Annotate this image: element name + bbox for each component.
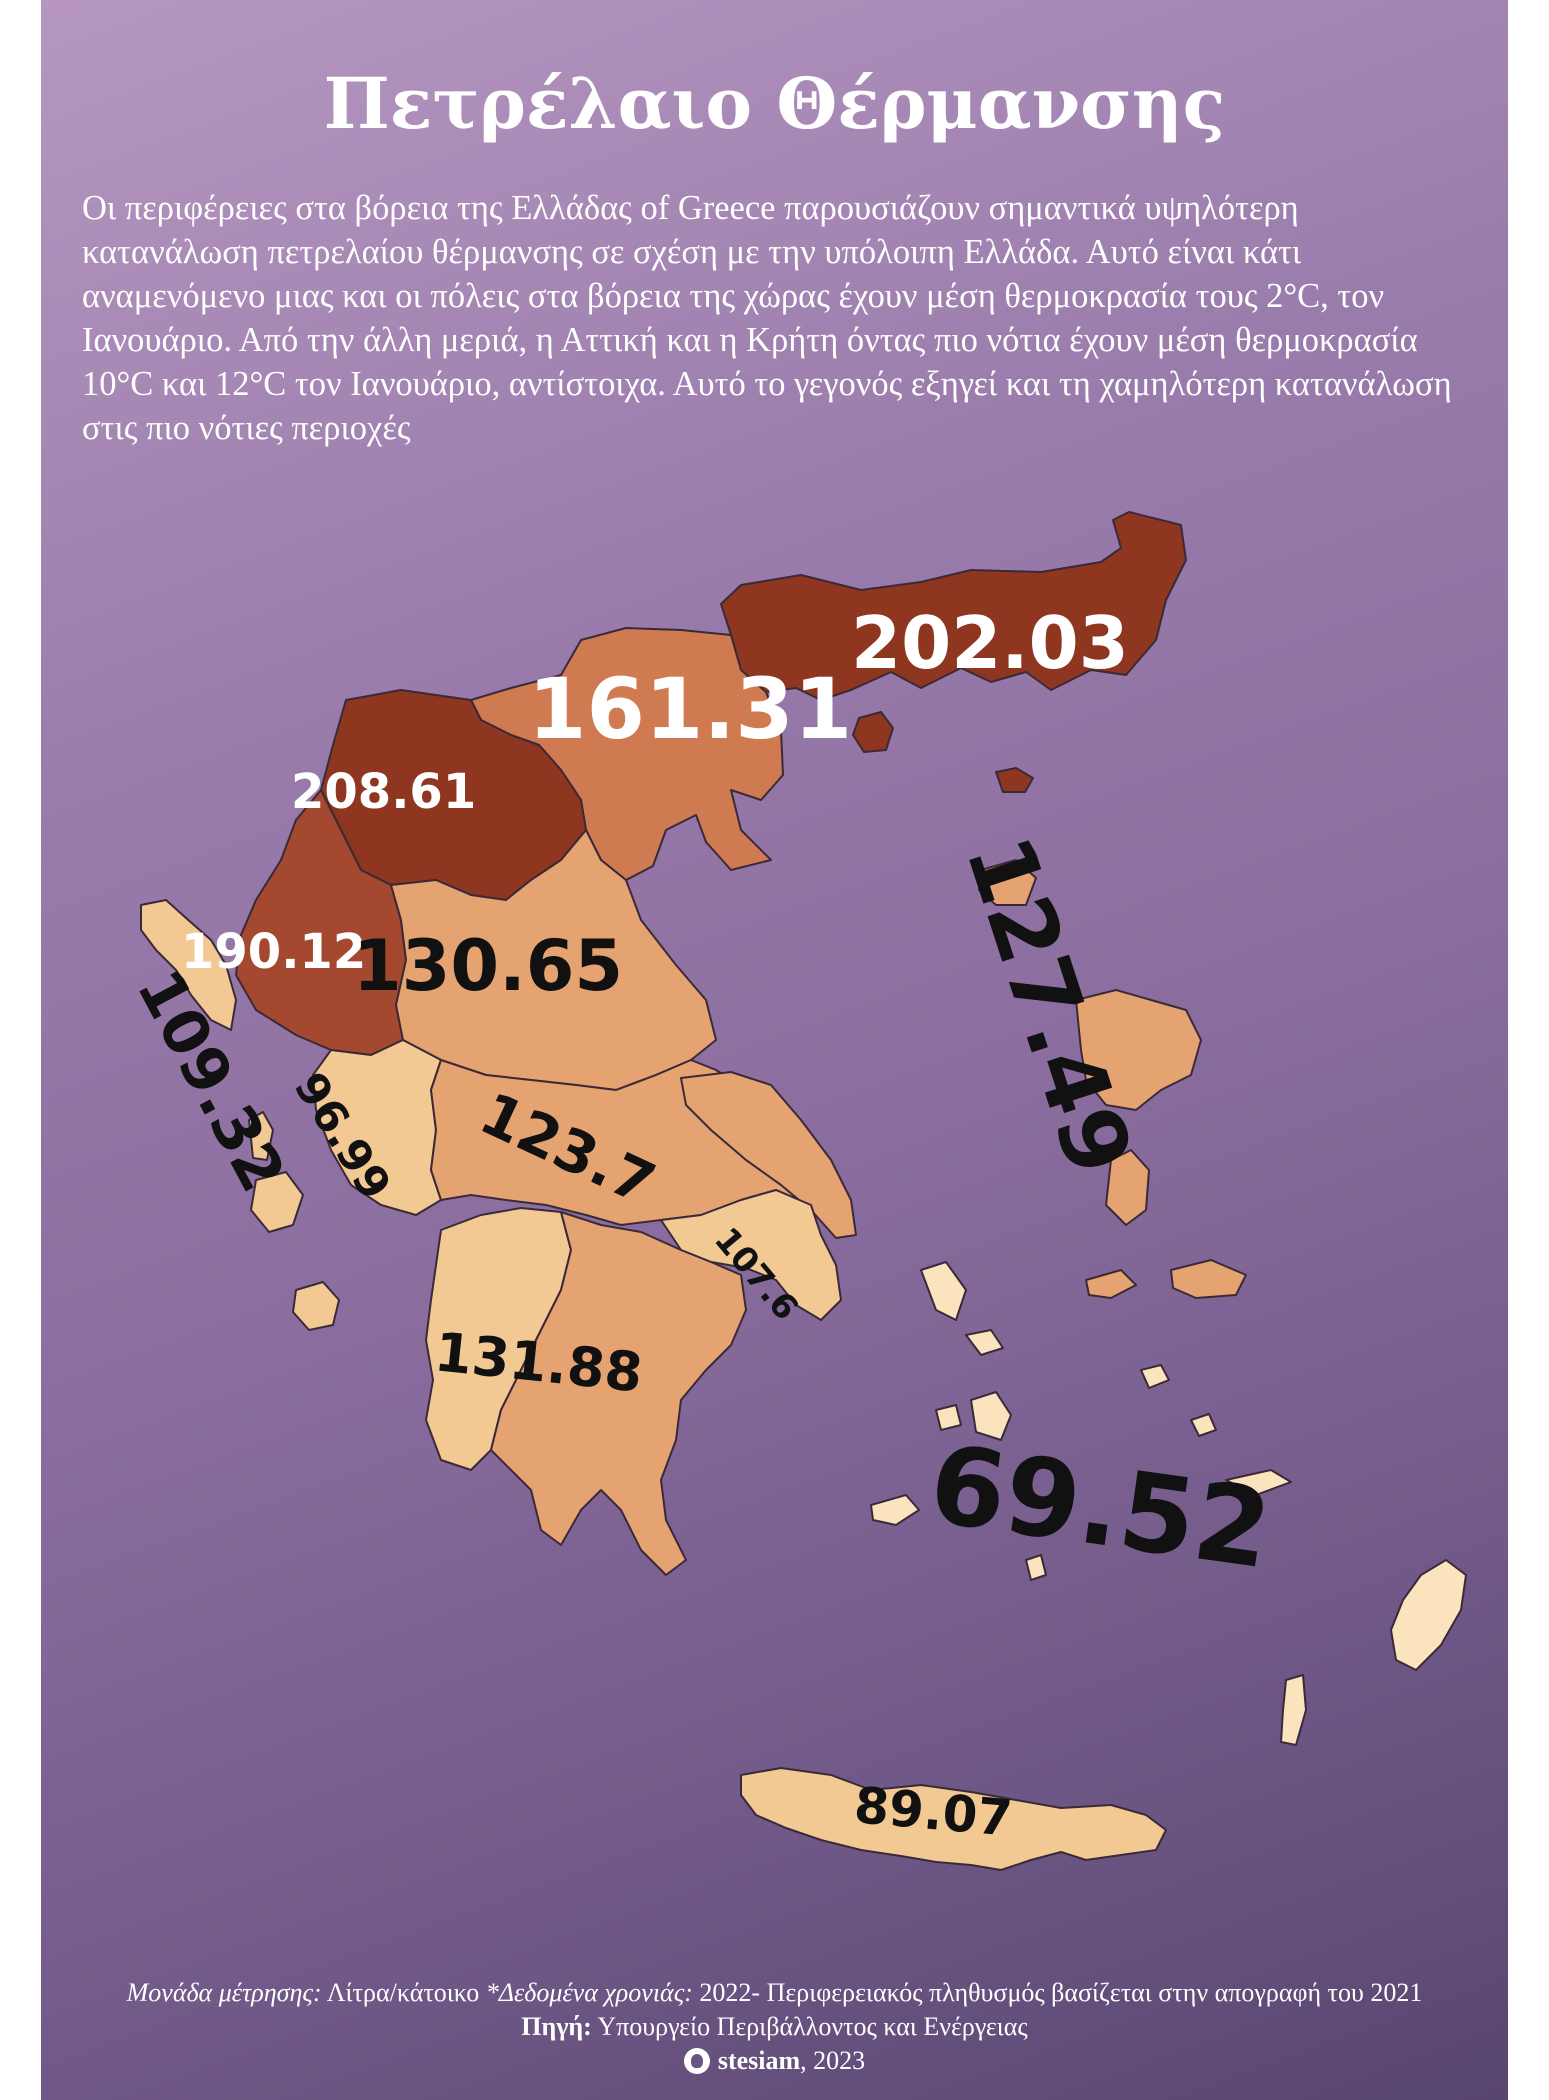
source-value: Υπουργείο Περιβάλλοντος και Ενέργειας (597, 2012, 1028, 2041)
region-attica (660, 1189, 842, 1321)
island-zakynthos (292, 1281, 340, 1331)
island-paros (935, 1404, 962, 1431)
island-kos (1225, 1469, 1292, 1496)
region-ionian-islands (140, 899, 237, 1031)
label-east-macedonia-thrace: 202.03 (851, 601, 1129, 685)
unit-label: Μονάδα μέτρησης: (126, 1978, 322, 2007)
description-text: Οι περιφέρειες στα βόρεια της Ελλάδας of… (82, 189, 1452, 447)
label-central-macedonia: 161.31 (528, 660, 852, 758)
footer-line-3: stesiam, 2023 (41, 2044, 1508, 2078)
github-icon (683, 2048, 710, 2074)
island-naxos (970, 1391, 1012, 1441)
region-peloponnese (490, 1211, 747, 1576)
island-tinos (965, 1329, 1004, 1356)
greece-map: 202.03 161.31 208.61 190.12 130.65 127.4… (123, 511, 1467, 1871)
year-value: 2022- Περιφερειακός πληθυσμός βασίζεται … (699, 1978, 1423, 2007)
island-karpathos (1280, 1674, 1307, 1746)
island-samos (1170, 1259, 1247, 1299)
unit-value: Λίτρα/κάτοικο (326, 1978, 480, 2007)
island-rhodes (1390, 1559, 1467, 1671)
island-lemnos (978, 859, 1037, 906)
label-western-macedonia: 208.61 (291, 764, 476, 820)
island-kefalonia (250, 1171, 304, 1233)
island-andros (920, 1261, 967, 1321)
island-lefkada (248, 1111, 274, 1161)
island-thasos (852, 711, 894, 753)
region-east-macedonia-thrace (720, 511, 1187, 701)
region-crete (740, 1767, 1167, 1871)
author-name: stesiam (717, 2046, 801, 2075)
poster: Πετρέλαιο Θέρμανσης Οι περιφέρειες στα β… (41, 0, 1508, 2100)
island-chios (1105, 1149, 1150, 1226)
label-epirus: 190.12 (181, 924, 366, 980)
island-evia (680, 1071, 857, 1239)
label-crete: 89.07 (852, 1776, 1015, 1848)
island-milos (870, 1494, 920, 1526)
island-samothraki (995, 767, 1034, 793)
year-label: *Δεδομένα χρονιάς: (485, 1978, 693, 2007)
page-title: Πετρέλαιο Θέρμανσης (323, 62, 1226, 145)
footer-line-2: Πηγή: Υπουργείο Περιβάλλοντος και Ενέργε… (41, 2010, 1508, 2044)
island-kalymnos (1190, 1413, 1217, 1437)
label-south-aegean: 69.52 (922, 1422, 1278, 1593)
island-ikaria (1085, 1269, 1137, 1299)
footer: Μονάδα μέτρησης: Λίτρα/κάτοικο *Δεδομένα… (41, 1976, 1508, 2078)
island-santorini (1025, 1554, 1047, 1581)
author-year: , 2023 (800, 2046, 866, 2075)
island-lesvos (1075, 989, 1202, 1111)
island-dodecanese-small (1140, 1364, 1170, 1389)
source-label: Πηγή: (521, 2012, 592, 2041)
footer-line-1: Μονάδα μέτρησης: Λίτρα/κάτοικο *Δεδομένα… (41, 1976, 1508, 2010)
label-thessaly: 130.65 (353, 925, 623, 1007)
